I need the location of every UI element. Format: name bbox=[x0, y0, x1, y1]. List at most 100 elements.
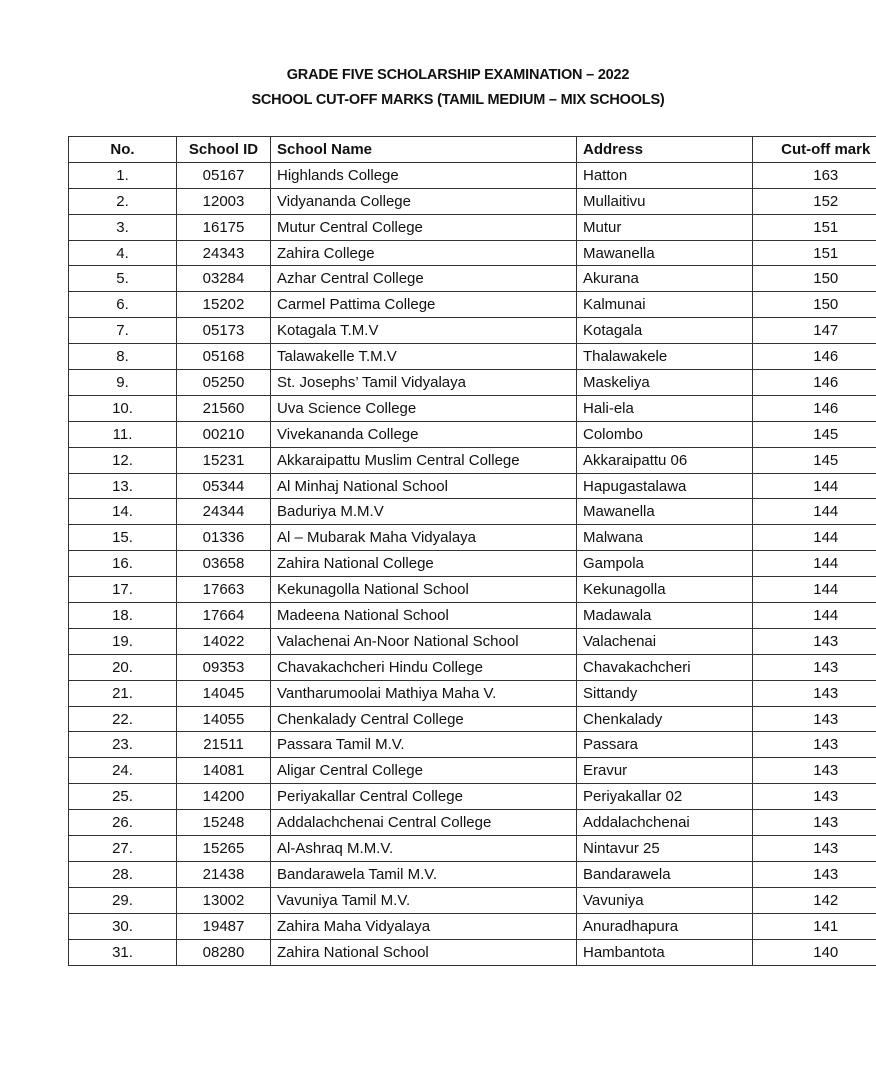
cell-school-id: 00210 bbox=[176, 420, 271, 448]
cell-school-name: Vidyananda College bbox=[270, 187, 577, 215]
cell-school-id: 21438 bbox=[176, 860, 271, 888]
cell-school-id: 19487 bbox=[176, 912, 271, 940]
cell-school-id: 16175 bbox=[176, 213, 271, 241]
cutoff-marks-table: No. School ID School Name Address Cut-of… bbox=[68, 136, 876, 966]
cell-no: 12. bbox=[68, 446, 177, 474]
table-row: 7. 05173 Kotagala T.M.V Kotagala 147 bbox=[68, 317, 876, 345]
table-header-row: No. School ID School Name Address Cut-of… bbox=[68, 136, 876, 163]
cell-school-id: 05173 bbox=[176, 317, 271, 345]
cell-school-name: St. Josephs’ Tamil Vidyalaya bbox=[270, 369, 577, 396]
cell-school-id: 03284 bbox=[176, 265, 271, 293]
cell-cutoff-mark: 152 bbox=[752, 187, 876, 215]
cell-school-id: 17663 bbox=[176, 576, 271, 604]
cell-no: 18. bbox=[68, 602, 177, 629]
cell-school-name: Baduriya M.M.V bbox=[270, 498, 577, 526]
document-title: GRADE FIVE SCHOLARSHIP EXAMINATION – 202… bbox=[286, 67, 630, 83]
cell-school-id: 13002 bbox=[176, 886, 271, 914]
cell-no: 4. bbox=[68, 239, 177, 267]
table-row: 8. 05168 Talawakelle T.M.V Thalawakele 146 bbox=[68, 343, 876, 371]
cell-cutoff-mark: 151 bbox=[752, 239, 876, 267]
cell-school-name: Bandarawela Tamil M.V. bbox=[270, 860, 577, 888]
cell-no: 15. bbox=[68, 524, 177, 552]
cell-cutoff-mark: 147 bbox=[752, 317, 876, 345]
cell-school-name: Aligar Central College bbox=[270, 757, 577, 785]
cell-school-name: Vavuniya Tamil M.V. bbox=[270, 886, 577, 914]
cell-address: Akkaraipattu 06 bbox=[576, 446, 753, 474]
cell-no: 21. bbox=[68, 679, 177, 707]
cell-school-name: Carmel Pattima College bbox=[270, 291, 577, 319]
table-row: 3. 16175 Mutur Central College Mutur 151 bbox=[68, 213, 876, 241]
cell-school-name: Al – Mubarak Maha Vidyalaya bbox=[270, 524, 577, 552]
table-row: 20. 09353 Chavakachcheri Hindu College Chav… bbox=[68, 653, 876, 681]
cell-school-id: 14200 bbox=[176, 783, 271, 811]
cell-cutoff-mark: 144 bbox=[752, 550, 876, 578]
cell-school-id: 08280 bbox=[176, 938, 271, 966]
cell-cutoff-mark: 143 bbox=[752, 783, 876, 811]
cell-cutoff-mark: 145 bbox=[752, 420, 876, 448]
cell-cutoff-mark: 141 bbox=[752, 912, 876, 940]
cell-address: Malwana bbox=[576, 524, 753, 552]
table-row: 1. 05167 Highlands College Hatton 163 bbox=[68, 161, 876, 189]
cell-no: 26. bbox=[68, 809, 177, 837]
cell-address: Eravur bbox=[576, 757, 753, 785]
cell-no: 23. bbox=[68, 731, 177, 759]
cell-school-id: 14022 bbox=[176, 627, 271, 655]
table-row: 10. 21560 Uva Science College Hali-ela 146 bbox=[68, 394, 876, 422]
cell-address: Mullaitivu bbox=[576, 187, 753, 215]
cell-cutoff-mark: 144 bbox=[752, 576, 876, 604]
cell-school-id: 05168 bbox=[176, 343, 271, 371]
cell-no: 11. bbox=[68, 420, 177, 448]
cell-cutoff-mark: 140 bbox=[752, 938, 876, 966]
cell-no: 28. bbox=[68, 860, 177, 888]
table-row: 22. 14055 Chenkalady Central College Chenka… bbox=[68, 705, 876, 733]
cell-no: 14. bbox=[68, 498, 177, 526]
table-row: 2. 12003 Vidyananda College Mullaitivu 152 bbox=[68, 187, 876, 215]
table-row: 5. 03284 Azhar Central College Akurana 150 bbox=[68, 265, 876, 293]
cell-school-name: Talawakelle T.M.V bbox=[270, 343, 577, 371]
cell-no: 9. bbox=[68, 369, 177, 396]
cell-cutoff-mark: 151 bbox=[752, 213, 876, 241]
cell-school-id: 05344 bbox=[176, 472, 271, 500]
cell-address: Chenkalady bbox=[576, 705, 753, 733]
cell-school-name: Madeena National School bbox=[270, 602, 577, 629]
table-row: 23. 21511 Passara Tamil M.V. Passara 143 bbox=[68, 731, 876, 759]
cell-school-name: Chenkalady Central College bbox=[270, 705, 577, 733]
table-row: 26. 15248 Addalachchenai Central College Ad… bbox=[68, 809, 876, 837]
cell-school-id: 15231 bbox=[176, 446, 271, 474]
cell-no: 22. bbox=[68, 705, 177, 733]
table-row: 19. 14022 Valachenai An-Noor National Scho… bbox=[68, 627, 876, 655]
cell-address: Passara bbox=[576, 731, 753, 759]
cell-school-name: Addalachchenai Central College bbox=[270, 809, 577, 837]
cell-address: Maskeliya bbox=[576, 369, 753, 396]
table-row: 31. 08280 Zahira National School Hambantota… bbox=[68, 938, 876, 966]
cell-cutoff-mark: 143 bbox=[752, 757, 876, 785]
cell-school-id: 05167 bbox=[176, 161, 271, 189]
cell-school-id: 14045 bbox=[176, 679, 271, 707]
cell-no: 5. bbox=[68, 265, 177, 293]
table-row: 18. 17664 Madeena National School Madawala 1… bbox=[68, 602, 876, 629]
cell-address: Mutur bbox=[576, 213, 753, 241]
table-row: 14. 24344 Baduriya M.M.V Mawanella 144 bbox=[68, 498, 876, 526]
cell-cutoff-mark: 143 bbox=[752, 627, 876, 655]
table-row: 29. 13002 Vavuniya Tamil M.V. Vavuniya 142 bbox=[68, 886, 876, 914]
cell-school-name: Vantharumoolai Mathiya Maha V. bbox=[270, 679, 577, 707]
table-row: 15. 01336 Al – Mubarak Maha Vidyalaya Malwa… bbox=[68, 524, 876, 552]
table-row: 24. 14081 Aligar Central College Eravur 143 bbox=[68, 757, 876, 785]
cell-address: Anuradhapura bbox=[576, 912, 753, 940]
cell-school-id: 05250 bbox=[176, 369, 271, 396]
header-school-name: School Name bbox=[270, 136, 577, 163]
cell-cutoff-mark: 143 bbox=[752, 653, 876, 681]
cell-address: Mawanella bbox=[576, 498, 753, 526]
cell-address: Mawanella bbox=[576, 239, 753, 267]
cell-school-name: Valachenai An-Noor National School bbox=[270, 627, 577, 655]
cell-cutoff-mark: 150 bbox=[752, 265, 876, 293]
cell-school-id: 24343 bbox=[176, 239, 271, 267]
cell-address: Sittandy bbox=[576, 679, 753, 707]
header-cutoff-mark: Cut-off mark bbox=[752, 136, 876, 163]
cell-no: 16. bbox=[68, 550, 177, 578]
cell-school-name: Kekunagolla National School bbox=[270, 576, 577, 604]
cell-address: Nintavur 25 bbox=[576, 835, 753, 862]
cell-no: 7. bbox=[68, 317, 177, 345]
cell-address: Periyakallar 02 bbox=[576, 783, 753, 811]
cell-school-id: 14055 bbox=[176, 705, 271, 733]
